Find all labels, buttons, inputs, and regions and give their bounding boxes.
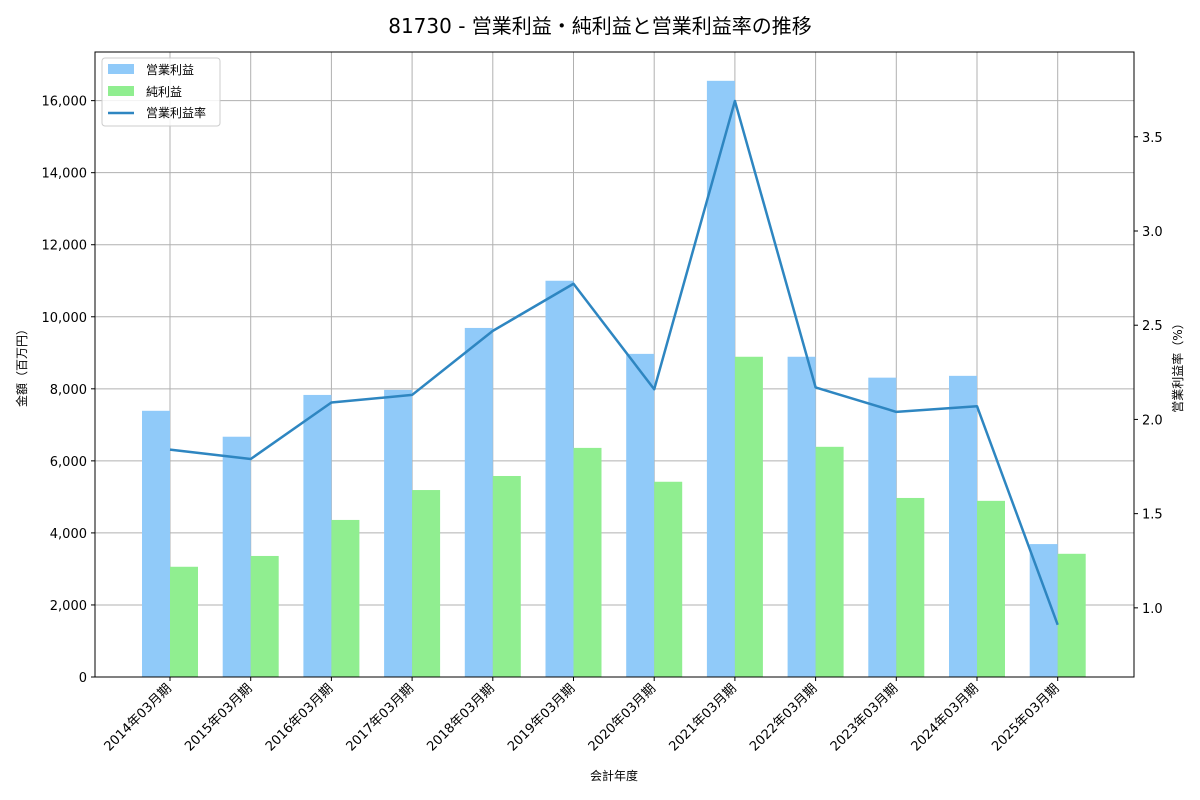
operating-margin-line [169,99,1059,626]
bar-operating-profit [787,356,816,677]
y-axis-label-right: 営業利益率（%） [1170,317,1185,412]
legend-label-operating-profit: 営業利益 [146,63,194,77]
left-tick-label: 4,000 [50,527,87,542]
left-y-axis: 0 2,000 4,000 6,000 8,000 10,000 12,000 14,000 1… [42,95,95,686]
left-tick-label: 16,000 [42,95,88,110]
x-tick-label: 2019年03月期 [505,681,578,754]
bar-net-profit [573,447,602,677]
left-tick-label: 14,000 [42,167,88,182]
bars [142,80,1086,678]
bar-operating-profit [545,280,574,677]
bar-operating-profit [303,394,332,677]
x-tick-label: 2015年03月期 [182,681,255,754]
legend-box [101,57,221,127]
x-tick-label: 2023年03月期 [828,681,901,754]
bar-net-profit [734,356,763,677]
bar-net-profit [331,519,360,677]
bar-operating-profit [949,375,977,677]
x-tick-label: 2025年03月期 [989,681,1062,754]
x-tick-label: 2017年03月期 [344,681,417,754]
y-axis-label-left: 金額（百万円） [14,323,29,407]
x-tick-label: 2020年03月期 [586,681,659,754]
bar-net-profit [250,555,279,677]
legend-label-operating-margin: 営業利益率 [146,105,206,120]
bar-operating-profit [464,327,493,677]
bar-net-profit [1057,553,1086,677]
x-tick-label: 2014年03月期 [102,681,175,754]
x-tick-label: 2016年03月期 [263,681,336,754]
left-tick-label: 6,000 [50,455,87,470]
right-tick-label: 3.0 [1142,225,1163,240]
left-tick-label: 12,000 [42,239,88,254]
bar-net-profit [170,566,198,677]
bar-operating-profit [384,389,413,677]
right-tick-label: 1.5 [1142,508,1163,523]
x-tick-label: 2018年03月期 [424,681,497,754]
bar-operating-profit [626,353,655,677]
bar-operating-profit [706,80,735,678]
right-tick-label: 2.5 [1142,319,1163,334]
bar-operating-profit [868,377,897,677]
bar-net-profit [412,490,441,677]
bar-net-profit [654,481,683,677]
bar-operating-profit [142,410,170,677]
plot-frame [94,51,1135,678]
bar-net-profit [896,497,925,677]
bar-net-profit [815,446,844,677]
chart-title: 81730 - 営業利益・純利益と営業利益率の推移 [388,14,812,38]
right-tick-label: 1.0 [1142,602,1163,617]
operating-margin-polyline [169,99,1059,626]
legend: 営業利益 純利益 営業利益率 [101,57,221,127]
x-axis: 2014年03月期 2015年03月期 2016年03月期 2017年03月期 2018… [102,677,1063,755]
left-tick-label: 10,000 [42,311,88,326]
x-axis-label: 会計年度 [590,768,638,783]
x-tick-label: 2021年03月期 [666,681,739,754]
left-tick-label: 8,000 [50,383,87,398]
bar-operating-profit [222,436,251,677]
right-tick-label: 3.5 [1142,131,1163,146]
right-tick-label: 2.0 [1142,413,1163,428]
bar-net-profit [492,475,521,677]
left-tick-label: 2,000 [50,599,87,614]
legend-swatch-operating-profit [108,64,134,74]
legend-label-net-profit: 純利益 [146,85,182,99]
left-tick-label: 0 [79,671,87,686]
right-y-axis: 1.0 1.5 2.0 2.5 3.0 3.5 [1134,131,1163,617]
x-tick-label: 2022年03月期 [747,681,820,754]
legend-swatch-net-profit [108,86,134,96]
x-tick-label: 2024年03月期 [909,681,982,754]
bar-net-profit [977,500,1005,677]
